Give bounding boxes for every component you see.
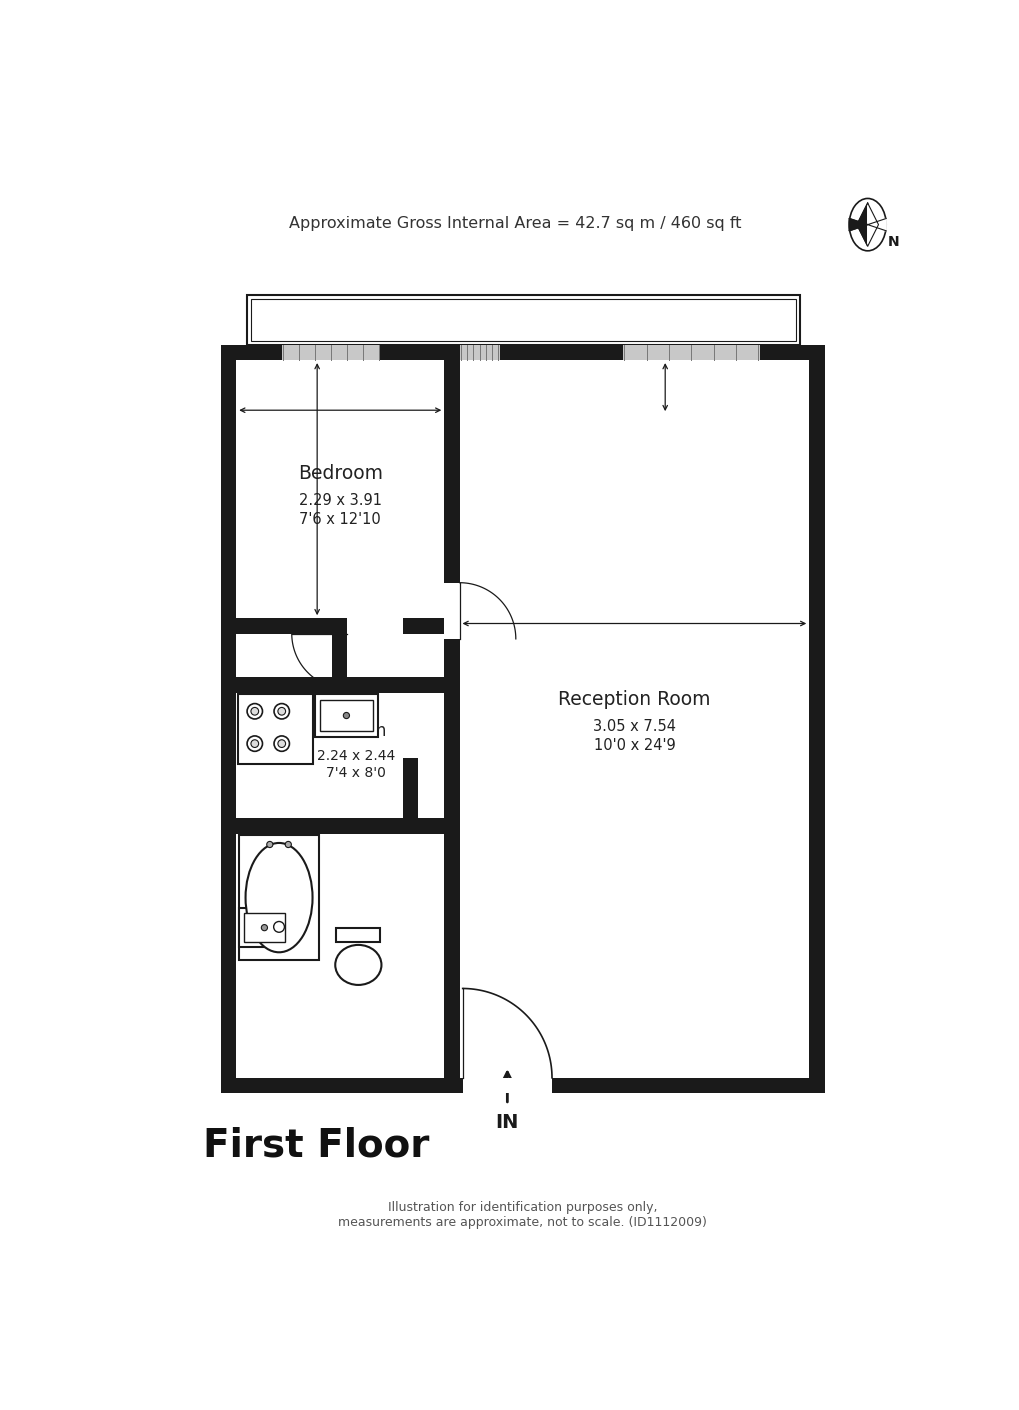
- Bar: [251, 299, 795, 341]
- Bar: [460, 345, 499, 360]
- Text: Kitchen: Kitchen: [324, 722, 386, 740]
- Text: Bedroom: Bedroom: [298, 464, 382, 484]
- Circle shape: [251, 708, 259, 715]
- Bar: [463, 1077, 551, 1093]
- Polygon shape: [867, 219, 886, 231]
- Bar: [236, 618, 444, 633]
- Circle shape: [266, 842, 273, 847]
- Circle shape: [274, 736, 289, 752]
- Bar: [336, 928, 380, 942]
- Bar: [239, 908, 289, 948]
- Bar: [237, 694, 313, 764]
- Circle shape: [247, 736, 262, 752]
- Text: 7'6 x 12'10: 7'6 x 12'10: [300, 512, 381, 527]
- Ellipse shape: [335, 945, 381, 986]
- Bar: [236, 677, 444, 692]
- Polygon shape: [856, 203, 867, 247]
- Text: IN: IN: [495, 1112, 519, 1132]
- Text: 2.29 x 3.91: 2.29 x 3.91: [299, 493, 381, 508]
- Circle shape: [277, 708, 285, 715]
- Circle shape: [343, 712, 350, 719]
- Text: Reception Room: Reception Room: [557, 691, 710, 709]
- Text: 2.24 x 2.44: 2.24 x 2.44: [316, 749, 394, 763]
- Text: Illustration for identification purposes only,: Illustration for identification purposes…: [387, 1201, 657, 1214]
- Text: measurements are approximate, not to scale. (ID1112009): measurements are approximate, not to sca…: [338, 1215, 706, 1230]
- Bar: [221, 345, 823, 1093]
- Bar: [247, 295, 799, 345]
- Bar: [315, 694, 378, 736]
- Circle shape: [285, 842, 291, 847]
- Circle shape: [247, 704, 262, 719]
- Text: N: N: [887, 234, 899, 248]
- Bar: [236, 360, 808, 1077]
- Text: Approximate Gross Internal Area = 42.7 sq m / 460 sq ft: Approximate Gross Internal Area = 42.7 s…: [288, 216, 741, 231]
- Circle shape: [261, 925, 267, 931]
- Text: Balcony: Balcony: [484, 309, 561, 327]
- Ellipse shape: [246, 843, 312, 952]
- Bar: [444, 582, 460, 639]
- Circle shape: [277, 740, 285, 747]
- Circle shape: [274, 704, 289, 719]
- Bar: [346, 618, 403, 633]
- Text: 10'0 x 24'9: 10'0 x 24'9: [593, 739, 675, 753]
- Bar: [623, 345, 759, 360]
- Ellipse shape: [849, 199, 886, 251]
- Text: 7'4 x 8'0: 7'4 x 8'0: [325, 766, 385, 780]
- Bar: [320, 699, 372, 732]
- Bar: [238, 835, 319, 960]
- Bar: [281, 345, 380, 360]
- Bar: [331, 633, 346, 677]
- Text: 3.05 x 7.54: 3.05 x 7.54: [592, 719, 676, 735]
- Text: First Floor: First Floor: [203, 1127, 429, 1165]
- Circle shape: [251, 740, 259, 747]
- Circle shape: [273, 922, 284, 932]
- Bar: [244, 914, 284, 942]
- Bar: [236, 818, 460, 833]
- Polygon shape: [867, 203, 877, 247]
- Bar: [403, 759, 418, 818]
- Bar: [444, 360, 460, 1077]
- Polygon shape: [849, 219, 867, 231]
